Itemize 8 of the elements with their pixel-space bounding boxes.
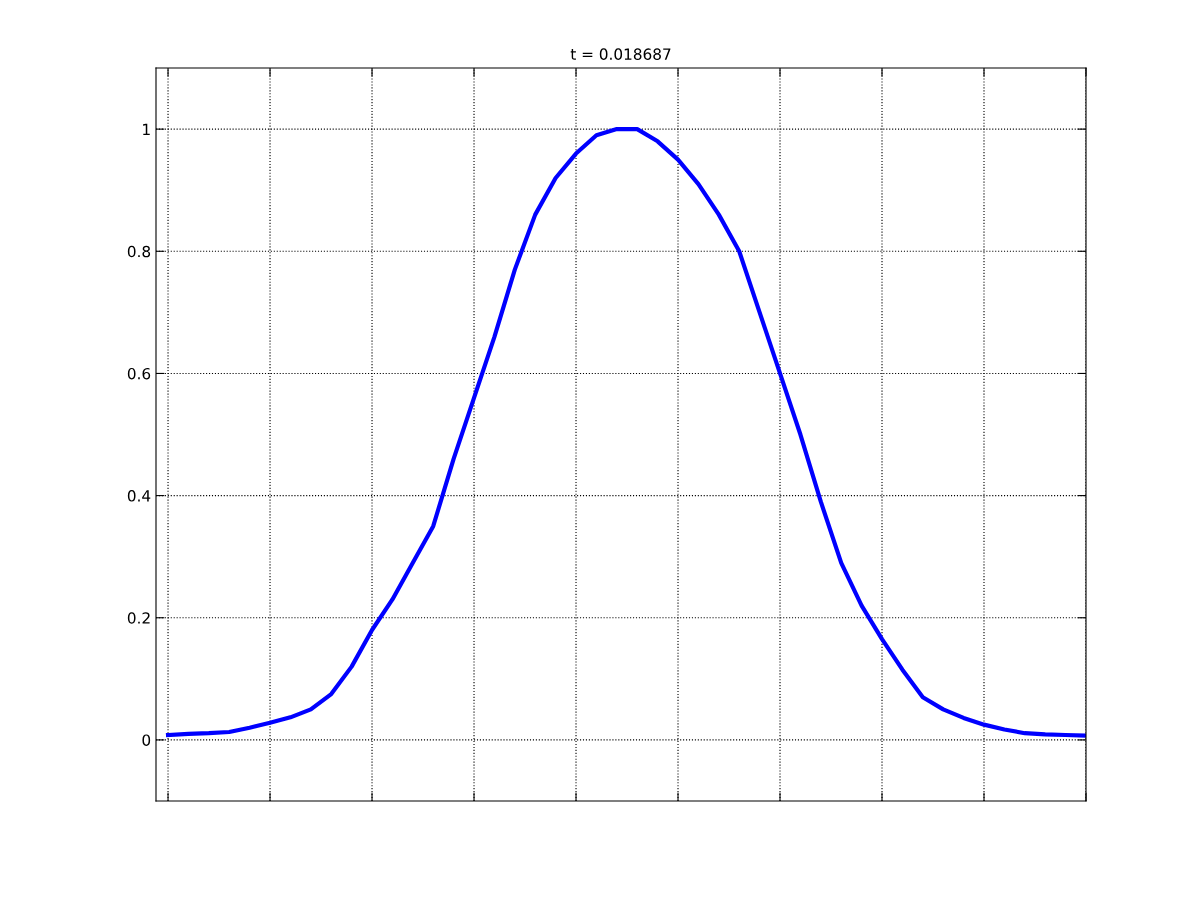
chart-title: t = 0.018687	[570, 48, 671, 60]
line-series	[165, 127, 1086, 738]
y-tick-label: 1	[143, 123, 150, 135]
y-tick-label: 0.2	[127, 612, 150, 624]
y-tick-label: 0.6	[127, 367, 151, 380]
y-tick-label: 0.4	[127, 490, 151, 502]
y-tick-label: 0.8	[127, 245, 151, 258]
y-tick-label: 0	[142, 734, 151, 746]
